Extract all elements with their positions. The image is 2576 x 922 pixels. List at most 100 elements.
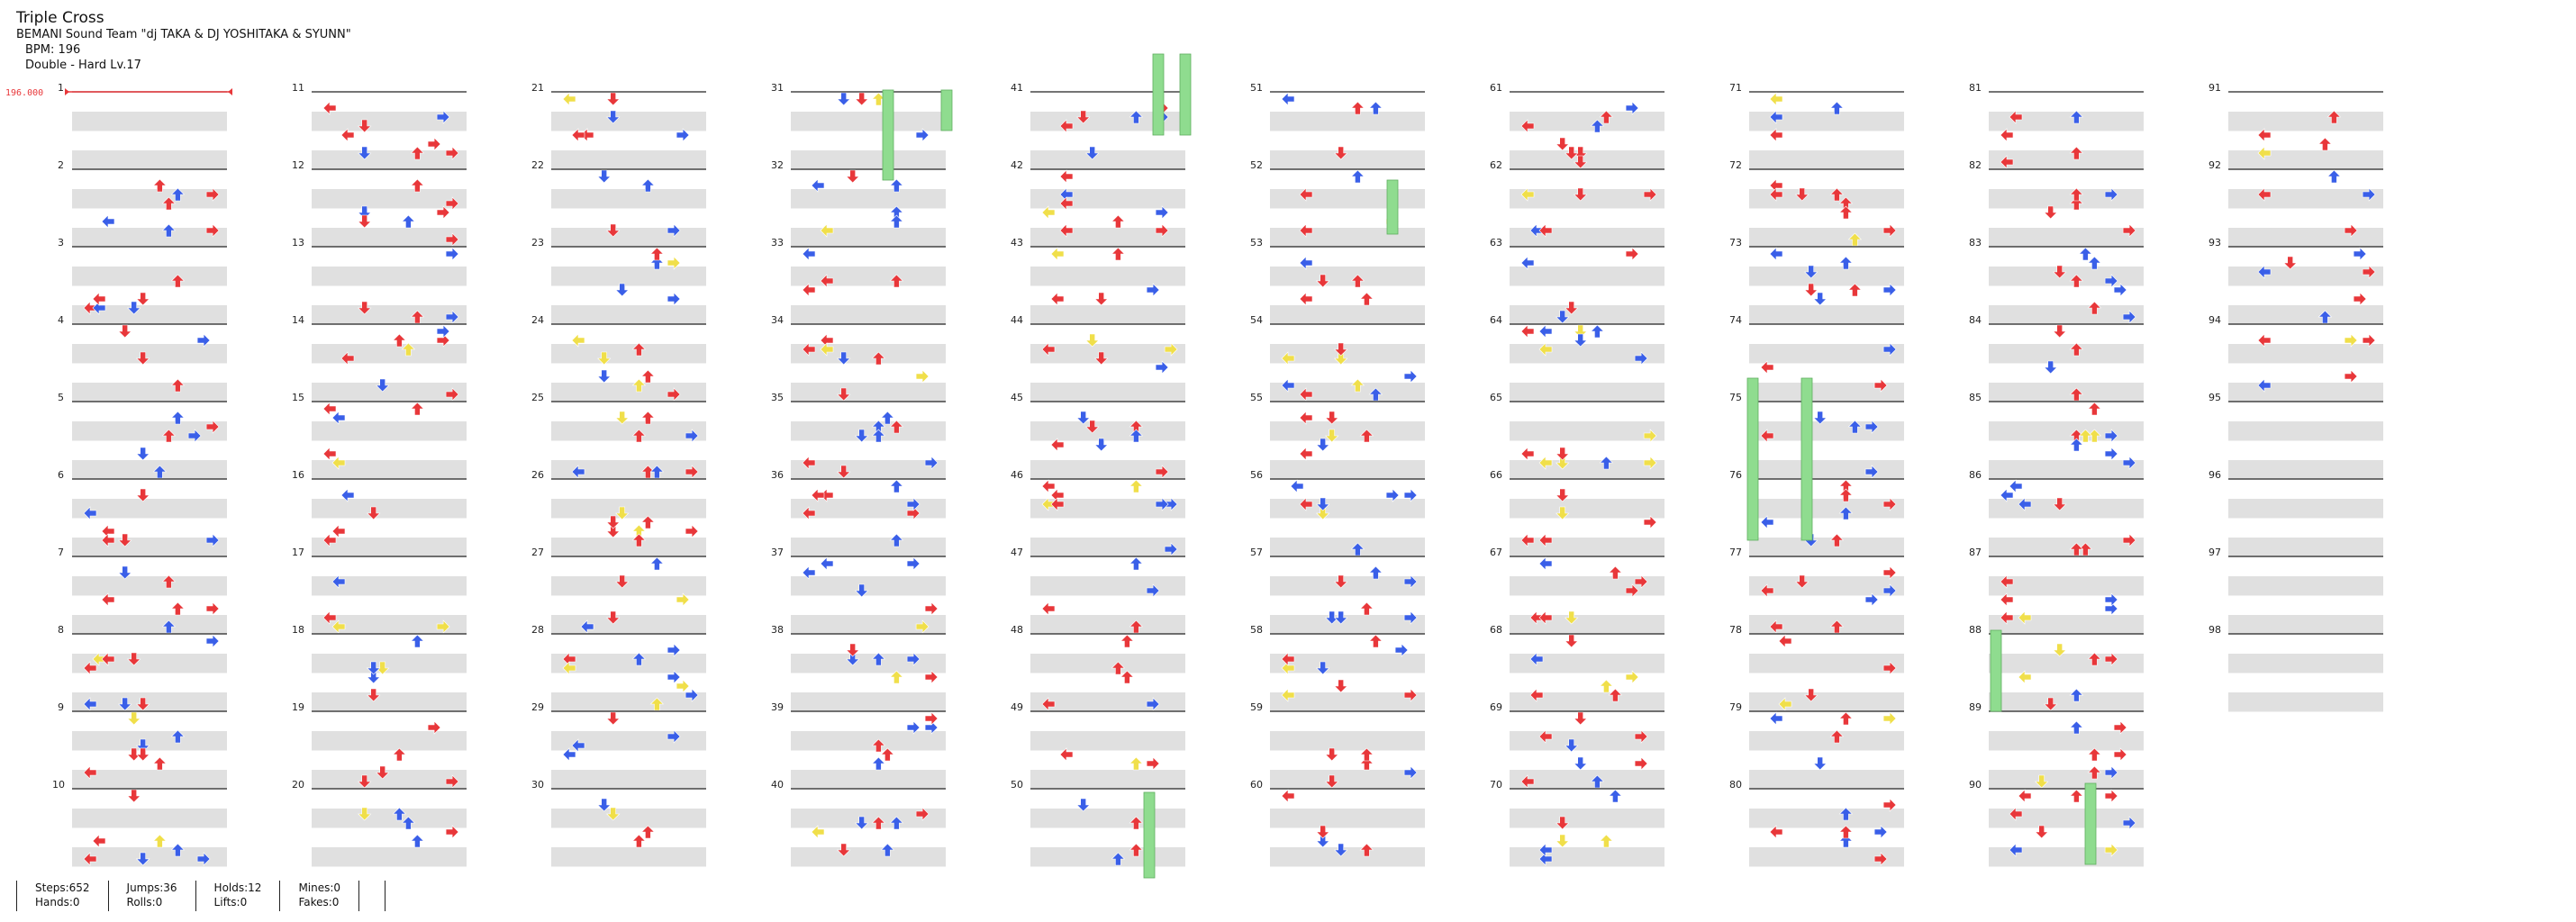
measure-stripe — [1270, 692, 1425, 712]
measure-stripe — [791, 131, 946, 150]
measure-stripe — [1270, 267, 1425, 286]
arrow-left-icon — [2018, 670, 2032, 684]
measure-stripe — [1510, 363, 1664, 383]
measure-number: 68 — [1490, 624, 1502, 636]
arrow-down-icon — [1564, 610, 1579, 625]
measure-number: 89 — [1969, 701, 1982, 713]
measure-stripe — [791, 305, 946, 325]
arrow-up-icon — [1838, 711, 1854, 726]
measure-stripe — [72, 673, 227, 692]
measure-number: 49 — [1011, 701, 1023, 713]
measure-stripe — [2228, 169, 2383, 189]
measure-stripe — [72, 692, 227, 712]
arrow-right-icon — [1164, 542, 1178, 556]
measure-stripe — [551, 402, 706, 421]
arrow-right-icon — [2104, 843, 2118, 857]
measure-stripe — [312, 479, 467, 499]
arrow-down-icon — [357, 774, 372, 789]
measure-number: 75 — [1729, 392, 1742, 403]
measure-stripe — [1749, 556, 1904, 576]
arrow-right-icon — [1403, 688, 1418, 702]
measure-stripe — [1030, 654, 1185, 673]
measure-stripe — [1270, 518, 1425, 538]
arrow-down-icon — [135, 351, 150, 366]
measure-stripe — [72, 556, 227, 576]
arrow-right-icon — [1882, 223, 1897, 238]
arrow-down-icon — [1084, 146, 1100, 160]
measure-number: 4 — [58, 314, 64, 326]
measure-stripe — [1989, 518, 2144, 538]
arrow-left-icon — [820, 342, 834, 357]
measure-stripe — [551, 615, 706, 635]
measure-stripe — [1749, 267, 1904, 286]
measure-stripe — [551, 363, 706, 383]
arrow-left-icon — [1299, 387, 1313, 402]
measure-stripe — [1749, 692, 1904, 712]
measure-stripe — [312, 770, 467, 790]
arrow-up-icon — [170, 729, 186, 744]
measure-stripe — [2228, 634, 2383, 654]
measure-stripe — [1749, 150, 1904, 170]
song-bpm: BPM: 196 — [25, 43, 81, 57]
measure-stripe — [1030, 866, 1185, 886]
arrow-right-icon — [1643, 456, 1657, 470]
arrow-down-icon — [1315, 661, 1330, 675]
measure-number: 76 — [1729, 469, 1742, 481]
arrow-left-icon — [1050, 247, 1065, 261]
measure-stripe — [72, 750, 227, 770]
arrow-down-icon — [1093, 351, 1109, 366]
arrow-up-icon — [2069, 187, 2084, 202]
arrow-up-icon — [631, 378, 647, 393]
measure-number: 13 — [292, 237, 304, 249]
measure-stripe — [72, 285, 227, 305]
measure-stripe — [791, 711, 946, 731]
arrow-left-icon — [1059, 747, 1074, 762]
measure-stripe — [551, 460, 706, 480]
arrow-right-icon — [205, 601, 220, 616]
stat-hands: Hands:0 — [35, 896, 80, 908]
arrow-right-icon — [2344, 223, 2358, 238]
arrow-right-icon — [685, 465, 699, 479]
measure-number: 57 — [1250, 547, 1263, 558]
arrow-right-icon — [685, 688, 699, 702]
arrow-down-icon — [605, 610, 621, 625]
arrow-up-icon — [631, 533, 647, 547]
arrow-down-icon — [1075, 110, 1091, 124]
measure-stripe — [1270, 499, 1425, 519]
chart-column: 1 2 3 4 5 6 7 8 9 10 — [52, 82, 227, 886]
measure-number: 64 — [1490, 314, 1502, 326]
arrow-left-icon — [1538, 610, 1553, 625]
arrow-up-icon — [880, 747, 895, 762]
arrow-up-icon — [649, 465, 665, 479]
arrow-left-icon — [1529, 652, 1544, 666]
arrow-down-icon — [1573, 155, 1588, 169]
arrow-left-icon — [1059, 119, 1074, 133]
arrow-up-icon — [1368, 634, 1383, 648]
measure-number: 62 — [1490, 159, 1502, 171]
measure-stripe — [312, 440, 467, 460]
arrow-left-icon — [1281, 92, 1295, 106]
song-info: Triple Cross BEMANI Sound Team "dj TAKA … — [16, 9, 351, 73]
arrow-up-icon — [880, 843, 895, 857]
arrow-left-icon — [802, 247, 816, 261]
arrow-up-icon — [410, 146, 425, 160]
arrow-left-icon — [571, 128, 585, 142]
arrow-right-icon — [445, 825, 459, 839]
measure-stripe — [312, 556, 467, 576]
arrow-up-icon — [1111, 214, 1126, 229]
chart-column: 41 42 43 44 45 46 47 48 49 50 — [1011, 82, 1185, 886]
arrow-right-icon — [205, 187, 220, 202]
measure-stripe — [2228, 285, 2383, 305]
arrow-right-icon — [906, 556, 921, 571]
arrow-down-icon — [1812, 411, 1828, 425]
measure-stripe — [1510, 131, 1664, 150]
measure-stripe — [1749, 228, 1904, 248]
measure-stripe — [72, 518, 227, 538]
measure-stripe — [1030, 402, 1185, 421]
arrow-down-icon — [357, 301, 372, 315]
arrow-right-icon — [2104, 447, 2118, 461]
arrow-up-icon — [640, 178, 656, 193]
measure-stripe — [551, 189, 706, 209]
measure-stripe — [791, 827, 946, 847]
measure-stripe — [791, 576, 946, 596]
